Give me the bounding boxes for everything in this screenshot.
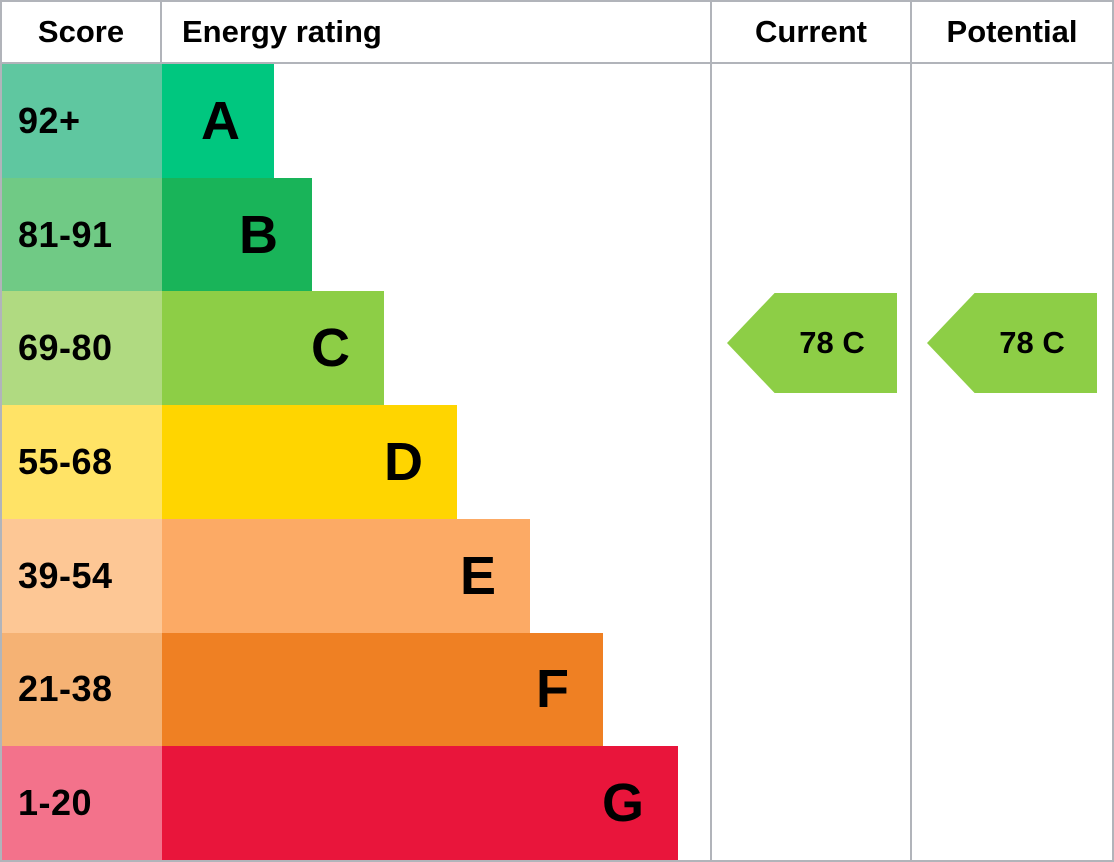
potential-rating-arrow: 78 C bbox=[927, 293, 1097, 393]
potential-column-header: Potential bbox=[912, 2, 1112, 64]
band-row-e: 39-54 E bbox=[2, 518, 710, 633]
energy-rating-column-header: Energy rating bbox=[182, 14, 382, 49]
score-range-b: 81-91 bbox=[2, 177, 162, 292]
score-range-d: 55-68 bbox=[2, 405, 162, 519]
band-bar-c: C bbox=[162, 291, 384, 406]
current-column: Current 78 C bbox=[710, 2, 910, 860]
current-column-header: Current bbox=[712, 2, 910, 64]
score-range-g: 1-20 bbox=[2, 746, 162, 860]
score-range-e: 39-54 bbox=[2, 518, 162, 633]
band-bar-d: D bbox=[162, 405, 457, 519]
band-row-g: 1-20 G bbox=[2, 746, 710, 860]
band-row-d: 55-68 D bbox=[2, 405, 710, 519]
band-bar-e: E bbox=[162, 518, 530, 633]
score-range-f: 21-38 bbox=[2, 632, 162, 747]
score-column-header: Score bbox=[2, 2, 162, 62]
left-header-row: Score Energy rating bbox=[2, 2, 710, 64]
score-range-c: 69-80 bbox=[2, 291, 162, 406]
potential-rating-label: 78 C bbox=[999, 325, 1065, 360]
band-bar-a: A bbox=[162, 64, 274, 178]
band-rows: 92+ A 81-91 B 69-80 C 55-68 D 39-54 E 21… bbox=[2, 64, 710, 860]
band-row-b: 81-91 B bbox=[2, 177, 710, 292]
score-range-a: 92+ bbox=[2, 64, 162, 178]
potential-column: Potential 78 C bbox=[910, 2, 1112, 860]
band-bar-f: F bbox=[162, 632, 603, 747]
current-rating-arrow: 78 C bbox=[727, 293, 897, 393]
band-row-c: 69-80 C bbox=[2, 291, 710, 406]
band-bar-b: B bbox=[162, 177, 312, 292]
rating-bands-section: Score Energy rating 92+ A 81-91 B 69-80 … bbox=[2, 2, 710, 860]
band-bar-g: G bbox=[162, 746, 678, 860]
band-row-a: 92+ A bbox=[2, 64, 710, 178]
band-row-f: 21-38 F bbox=[2, 632, 710, 747]
current-rating-label: 78 C bbox=[799, 325, 865, 360]
